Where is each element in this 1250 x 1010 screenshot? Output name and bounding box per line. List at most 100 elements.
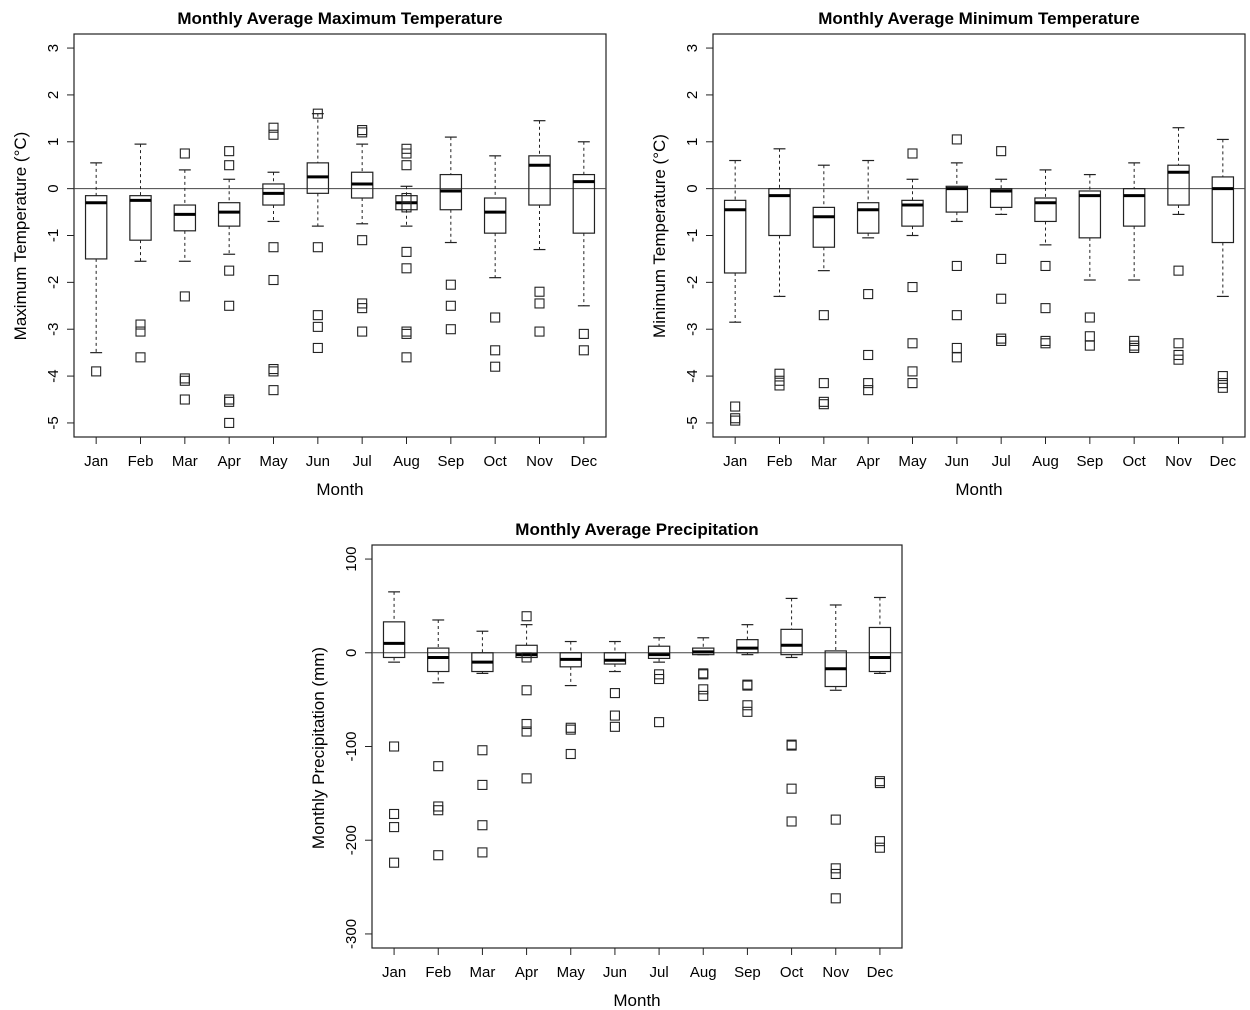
precip-outlier: [565, 748, 576, 760]
max-temp-x-tick-label: Aug: [393, 453, 420, 470]
precip-x-tick-label: Aug: [690, 964, 717, 981]
precip-y-tick-label: -300: [343, 919, 360, 949]
min-temp-outlier: [818, 396, 829, 407]
max-temp-xlabel: Month: [316, 480, 363, 499]
min-temp-outlier: [1084, 340, 1095, 351]
max-temp-outlier: [224, 300, 235, 311]
min-temp-x-tick-label: Mar: [811, 453, 837, 470]
precip-box: [736, 639, 759, 654]
min-temp-outlier: [863, 385, 874, 396]
min-temp-outlier: [907, 366, 918, 377]
max-temp-x-tick-label: Apr: [217, 453, 240, 470]
max-temp-outlier: [445, 324, 456, 335]
max-temp-x-tick-label: Jun: [306, 453, 330, 470]
precip-x-tick-label: Jan: [382, 964, 406, 981]
min-temp-outlier: [863, 378, 874, 389]
min-temp-outlier: [818, 399, 829, 410]
max-temp-outlier: [534, 298, 545, 309]
max-temp-box: [483, 197, 507, 234]
precip-box: [427, 647, 450, 673]
precip-outlier: [830, 868, 841, 880]
min-temp-outlier: [996, 253, 1007, 264]
precip-outlier: [477, 745, 488, 756]
min-temp-outlier: [1040, 303, 1051, 314]
precip-outlier: [389, 857, 400, 868]
min-temp-outlier: [951, 342, 962, 354]
min-temp-y-tick-label: -5: [684, 416, 701, 429]
min-temp-x-tick-label: Aug: [1032, 453, 1059, 470]
min-temp-outlier: [1040, 338, 1051, 349]
precip-outlier: [521, 685, 532, 696]
max-temp-outlier: [268, 366, 279, 377]
precip-outlier: [521, 652, 532, 663]
precip-outlier: [609, 710, 620, 721]
precip-ylabel: Monthly Precipitation (mm): [309, 647, 328, 849]
min-temp-outlier: [863, 289, 874, 300]
precip-box: [868, 626, 892, 673]
min-temp-outlier: [951, 260, 962, 272]
max-temp-outlier: [401, 160, 412, 171]
precip-outlier: [874, 842, 885, 853]
min-temp-outlier: [774, 368, 785, 379]
precip-y-tick-label: -100: [343, 731, 360, 761]
max-temp-outlier: [179, 375, 190, 386]
max-temp-outlier: [224, 160, 235, 171]
max-temp-outlier: [224, 417, 235, 428]
precip-x-tick-label: Sep: [734, 964, 761, 981]
precip-outlier: [654, 717, 665, 728]
max-temp-outlier: [268, 385, 279, 396]
max-temp-x-tick-label: Jul: [353, 453, 372, 470]
min-temp-outlier: [996, 146, 1007, 157]
precip-xlabel: Month: [613, 991, 660, 1010]
min-temp-title: Monthly Average Minimum Temperature: [818, 9, 1139, 28]
precip-x-tick-label: Jul: [649, 964, 668, 981]
precip-outlier: [698, 669, 709, 680]
max-temp-outlier: [312, 242, 323, 253]
max-temp-outlier: [357, 326, 368, 337]
max-temp-plot-frame: [73, 33, 607, 438]
precip-box: [647, 645, 671, 660]
precip-outlier: [433, 850, 444, 861]
max-temp-outlier: [268, 364, 279, 375]
max-temp-box: [217, 202, 241, 227]
min-temp-box: [812, 206, 836, 248]
min-temp-outlier: [1040, 335, 1051, 346]
max-temp-x-tick-label: Sep: [437, 453, 464, 470]
precip-outlier: [433, 805, 444, 816]
precip-x-tick-label: Apr: [515, 964, 538, 981]
precip-x-tick-label: Jun: [603, 964, 627, 981]
max-temp-title: Monthly Average Maximum Temperature: [177, 9, 502, 28]
precip-outlier: [389, 808, 400, 820]
precip-outlier: [565, 724, 576, 735]
max-temp-outlier: [357, 303, 368, 314]
precip-box: [515, 644, 538, 659]
precip-x-tick-label: Nov: [822, 964, 849, 981]
precip-outlier: [874, 836, 885, 847]
min-temp-box: [1034, 197, 1057, 223]
min-temp-outlier: [907, 148, 918, 159]
precip-panel: Monthly Average Precipitation Month Mont…: [309, 520, 903, 1010]
min-temp-x-tick-label: Sep: [1076, 453, 1103, 470]
min-temp-outlier: [1217, 382, 1228, 393]
precip-outlier: [609, 721, 620, 732]
precip-outlier: [698, 684, 709, 695]
min-temp-box: [723, 199, 747, 274]
max-temp-outlier: [401, 263, 412, 274]
min-temp-x-tick-label: Jan: [723, 453, 747, 470]
max-temp-outlier: [401, 148, 412, 159]
max-temp-outlier: [312, 310, 323, 321]
precip-outlier: [609, 688, 620, 699]
max-temp-x-tick-label: Jan: [84, 453, 108, 470]
max-temp-outlier: [91, 366, 102, 377]
max-temp-outlier: [135, 326, 146, 337]
precip-title: Monthly Average Precipitation: [515, 520, 758, 539]
min-temp-outlier: [730, 401, 741, 412]
precip-outlier: [521, 718, 532, 730]
max-temp-outlier: [268, 122, 279, 133]
min-temp-x-tick-label: May: [898, 453, 927, 470]
max-temp-box: [84, 195, 108, 260]
max-temp-box: [173, 204, 197, 232]
max-temp-outlier: [401, 326, 412, 337]
min-temp-y-tick-label: -2: [684, 276, 701, 289]
